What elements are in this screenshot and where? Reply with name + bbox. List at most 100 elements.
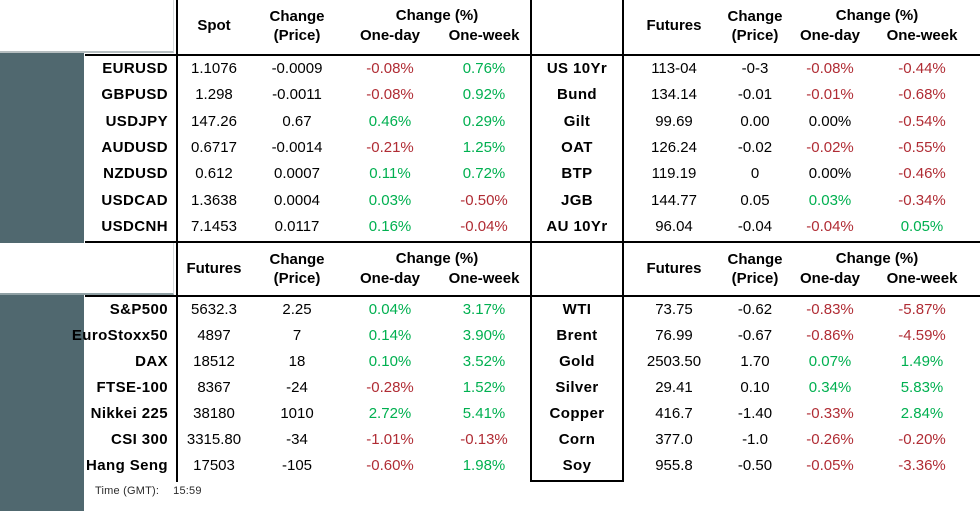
change-cell: -0.0014: [271, 138, 323, 156]
change-cell: -0.01: [737, 86, 773, 104]
one-day-cell: -0.60%: [366, 456, 414, 474]
change-cell: 0.00: [740, 112, 770, 130]
header-label: (Price): [731, 26, 779, 44]
group-divider-rule: [530, 0, 532, 482]
row-label: Gilt: [563, 112, 591, 130]
equities-row: DAX 18512 18 0.10% 3.52%: [85, 348, 531, 374]
one-week-cell: 0.72%: [462, 165, 506, 183]
value-cell: 29.41: [655, 378, 693, 396]
one-day-cell: 0.03%: [808, 191, 852, 209]
fx-row: USDCNH 7.1453 0.0117 0.16% -0.04%: [85, 214, 531, 240]
one-day-cell: 0.16%: [368, 218, 412, 236]
row-label: EURUSD: [102, 59, 168, 77]
value-cell: 955.8: [655, 456, 693, 474]
value-cell: 377.0: [655, 430, 693, 448]
timestamp: Time (GMT): 15:59: [95, 485, 202, 497]
one-day-cell: 0.07%: [808, 352, 852, 370]
row-label: Nikkei 225: [90, 404, 168, 422]
value-cell: 1.3638: [191, 191, 237, 209]
one-week-header: One-week: [448, 270, 520, 287]
one-day-cell: 0.00%: [808, 165, 852, 183]
fx-row: EURUSD 1.1076 -0.0009 -0.08% 0.76%: [85, 55, 531, 81]
one-week-cell: 0.76%: [462, 59, 506, 77]
bonds-row: JGB 144.77 0.05 0.03% -0.34%: [531, 187, 980, 213]
futures-column-header: Futures: [177, 245, 251, 294]
one-week-cell: 5.41%: [462, 404, 506, 422]
value-cell: 1.298: [195, 86, 233, 104]
row-label: OAT: [561, 138, 593, 156]
header-label: Change (%): [835, 250, 919, 268]
equities-row: CSI 300 3315.80 -34 -1.01% -0.13%: [85, 426, 531, 452]
fx-row: NZDUSD 0.612 0.0007 0.11% 0.72%: [85, 161, 531, 187]
change-cell: -24: [286, 378, 308, 396]
futures-column-header: Futures: [623, 0, 725, 53]
fx-table-header: Spot Change (Price) Change (%) One-day O…: [85, 0, 531, 53]
value-cell: 144.77: [651, 191, 697, 209]
one-day-cell: 0.00%: [808, 112, 852, 130]
value-cell: 126.24: [651, 138, 697, 156]
one-week-cell: 0.92%: [462, 86, 506, 104]
header-label: Change: [727, 250, 783, 268]
bonds-table-header: Futures Change (Price) Change (%) One-da…: [531, 0, 980, 53]
commodities-rows: WTI 73.75 -0.62 -0.83% -5.87% Brent 76.99 -0.67…: [531, 296, 980, 478]
one-day-cell: -0.86%: [806, 326, 854, 344]
header-label: Change (%): [395, 250, 479, 268]
one-day-cell: -0.02%: [806, 138, 854, 156]
header-spacer: [85, 245, 177, 294]
one-week-cell: -0.55%: [898, 138, 946, 156]
row-label: Copper: [549, 404, 605, 422]
change-pct-column-header: Change (%) One-day One-week: [343, 245, 531, 294]
commodities-row: WTI 73.75 -0.62 -0.83% -5.87%: [531, 296, 980, 322]
one-day-cell: -0.33%: [806, 404, 854, 422]
one-week-cell: -0.50%: [460, 191, 508, 209]
equities-row: Hang Seng 17503 -105 -0.60% 1.98%: [85, 452, 531, 478]
one-day-cell: -0.01%: [806, 86, 854, 104]
one-day-cell: -0.08%: [806, 59, 854, 77]
blank-corner-box-bottom: [0, 243, 174, 295]
header-label: (Price): [273, 269, 321, 287]
header-rule-bottom: [85, 295, 980, 297]
header-label: Futures: [646, 17, 702, 35]
fx-rows: EURUSD 1.1076 -0.0009 -0.08% 0.76% GBPUSD 1.29…: [85, 55, 531, 240]
one-week-cell: -0.46%: [898, 165, 946, 183]
one-day-cell: -0.83%: [806, 300, 854, 318]
value-cell: 5632.3: [191, 300, 237, 318]
value-cell: 38180: [193, 404, 235, 422]
value-cell: 0.6717: [191, 138, 237, 156]
row-label: AUDUSD: [101, 138, 168, 156]
change-cell: -0.02: [737, 138, 773, 156]
header-label: Change (%): [395, 7, 479, 25]
one-day-cell: -0.08%: [366, 59, 414, 77]
header-label: Futures: [186, 260, 242, 278]
bonds-row: Gilt 99.69 0.00 0.00% -0.54%: [531, 108, 980, 134]
change-cell: -1.40: [737, 404, 773, 422]
fx-table: Spot Change (Price) Change (%) One-day O…: [85, 0, 531, 240]
fx-row: USDJPY 147.26 0.67 0.46% 0.29%: [85, 108, 531, 134]
one-day-cell: 0.34%: [808, 378, 852, 396]
one-week-cell: 1.25%: [462, 138, 506, 156]
time-label: Time (GMT):: [95, 485, 160, 497]
header-label: Change: [727, 7, 783, 25]
sub-headers: One-day One-week: [343, 270, 531, 289]
one-day-cell: -0.05%: [806, 456, 854, 474]
sub-headers: One-day One-week: [785, 27, 969, 46]
value-cell: 17503: [193, 456, 235, 474]
bonds-row: Bund 134.14 -0.01 -0.01% -0.68%: [531, 81, 980, 107]
equities-row: Nikkei 225 38180 1010 2.72% 5.41%: [85, 400, 531, 426]
value-cell: 99.69: [655, 112, 693, 130]
equities-row: S&P500 5632.3 2.25 0.04% 3.17%: [85, 296, 531, 322]
background-strip-bottom: [0, 293, 84, 511]
bonds-table: Futures Change (Price) Change (%) One-da…: [531, 0, 980, 240]
value-cell: 147.26: [191, 112, 237, 130]
value-cell: 18512: [193, 352, 235, 370]
change-pct-column-header: Change (%) One-day One-week: [343, 0, 531, 53]
change-cell: 0.10: [740, 378, 770, 396]
row-label: Corn: [558, 430, 596, 448]
one-week-cell: -0.04%: [460, 218, 508, 236]
commodities-row: Copper 416.7 -1.40 -0.33% 2.84%: [531, 400, 980, 426]
header-label: Change: [269, 7, 325, 25]
change-cell: 7: [292, 326, 302, 344]
change-cell: 1.70: [740, 352, 770, 370]
change-price-column-header: Change (Price): [725, 0, 785, 53]
commodities-row: Soy 955.8 -0.50 -0.05% -3.36%: [531, 452, 980, 478]
